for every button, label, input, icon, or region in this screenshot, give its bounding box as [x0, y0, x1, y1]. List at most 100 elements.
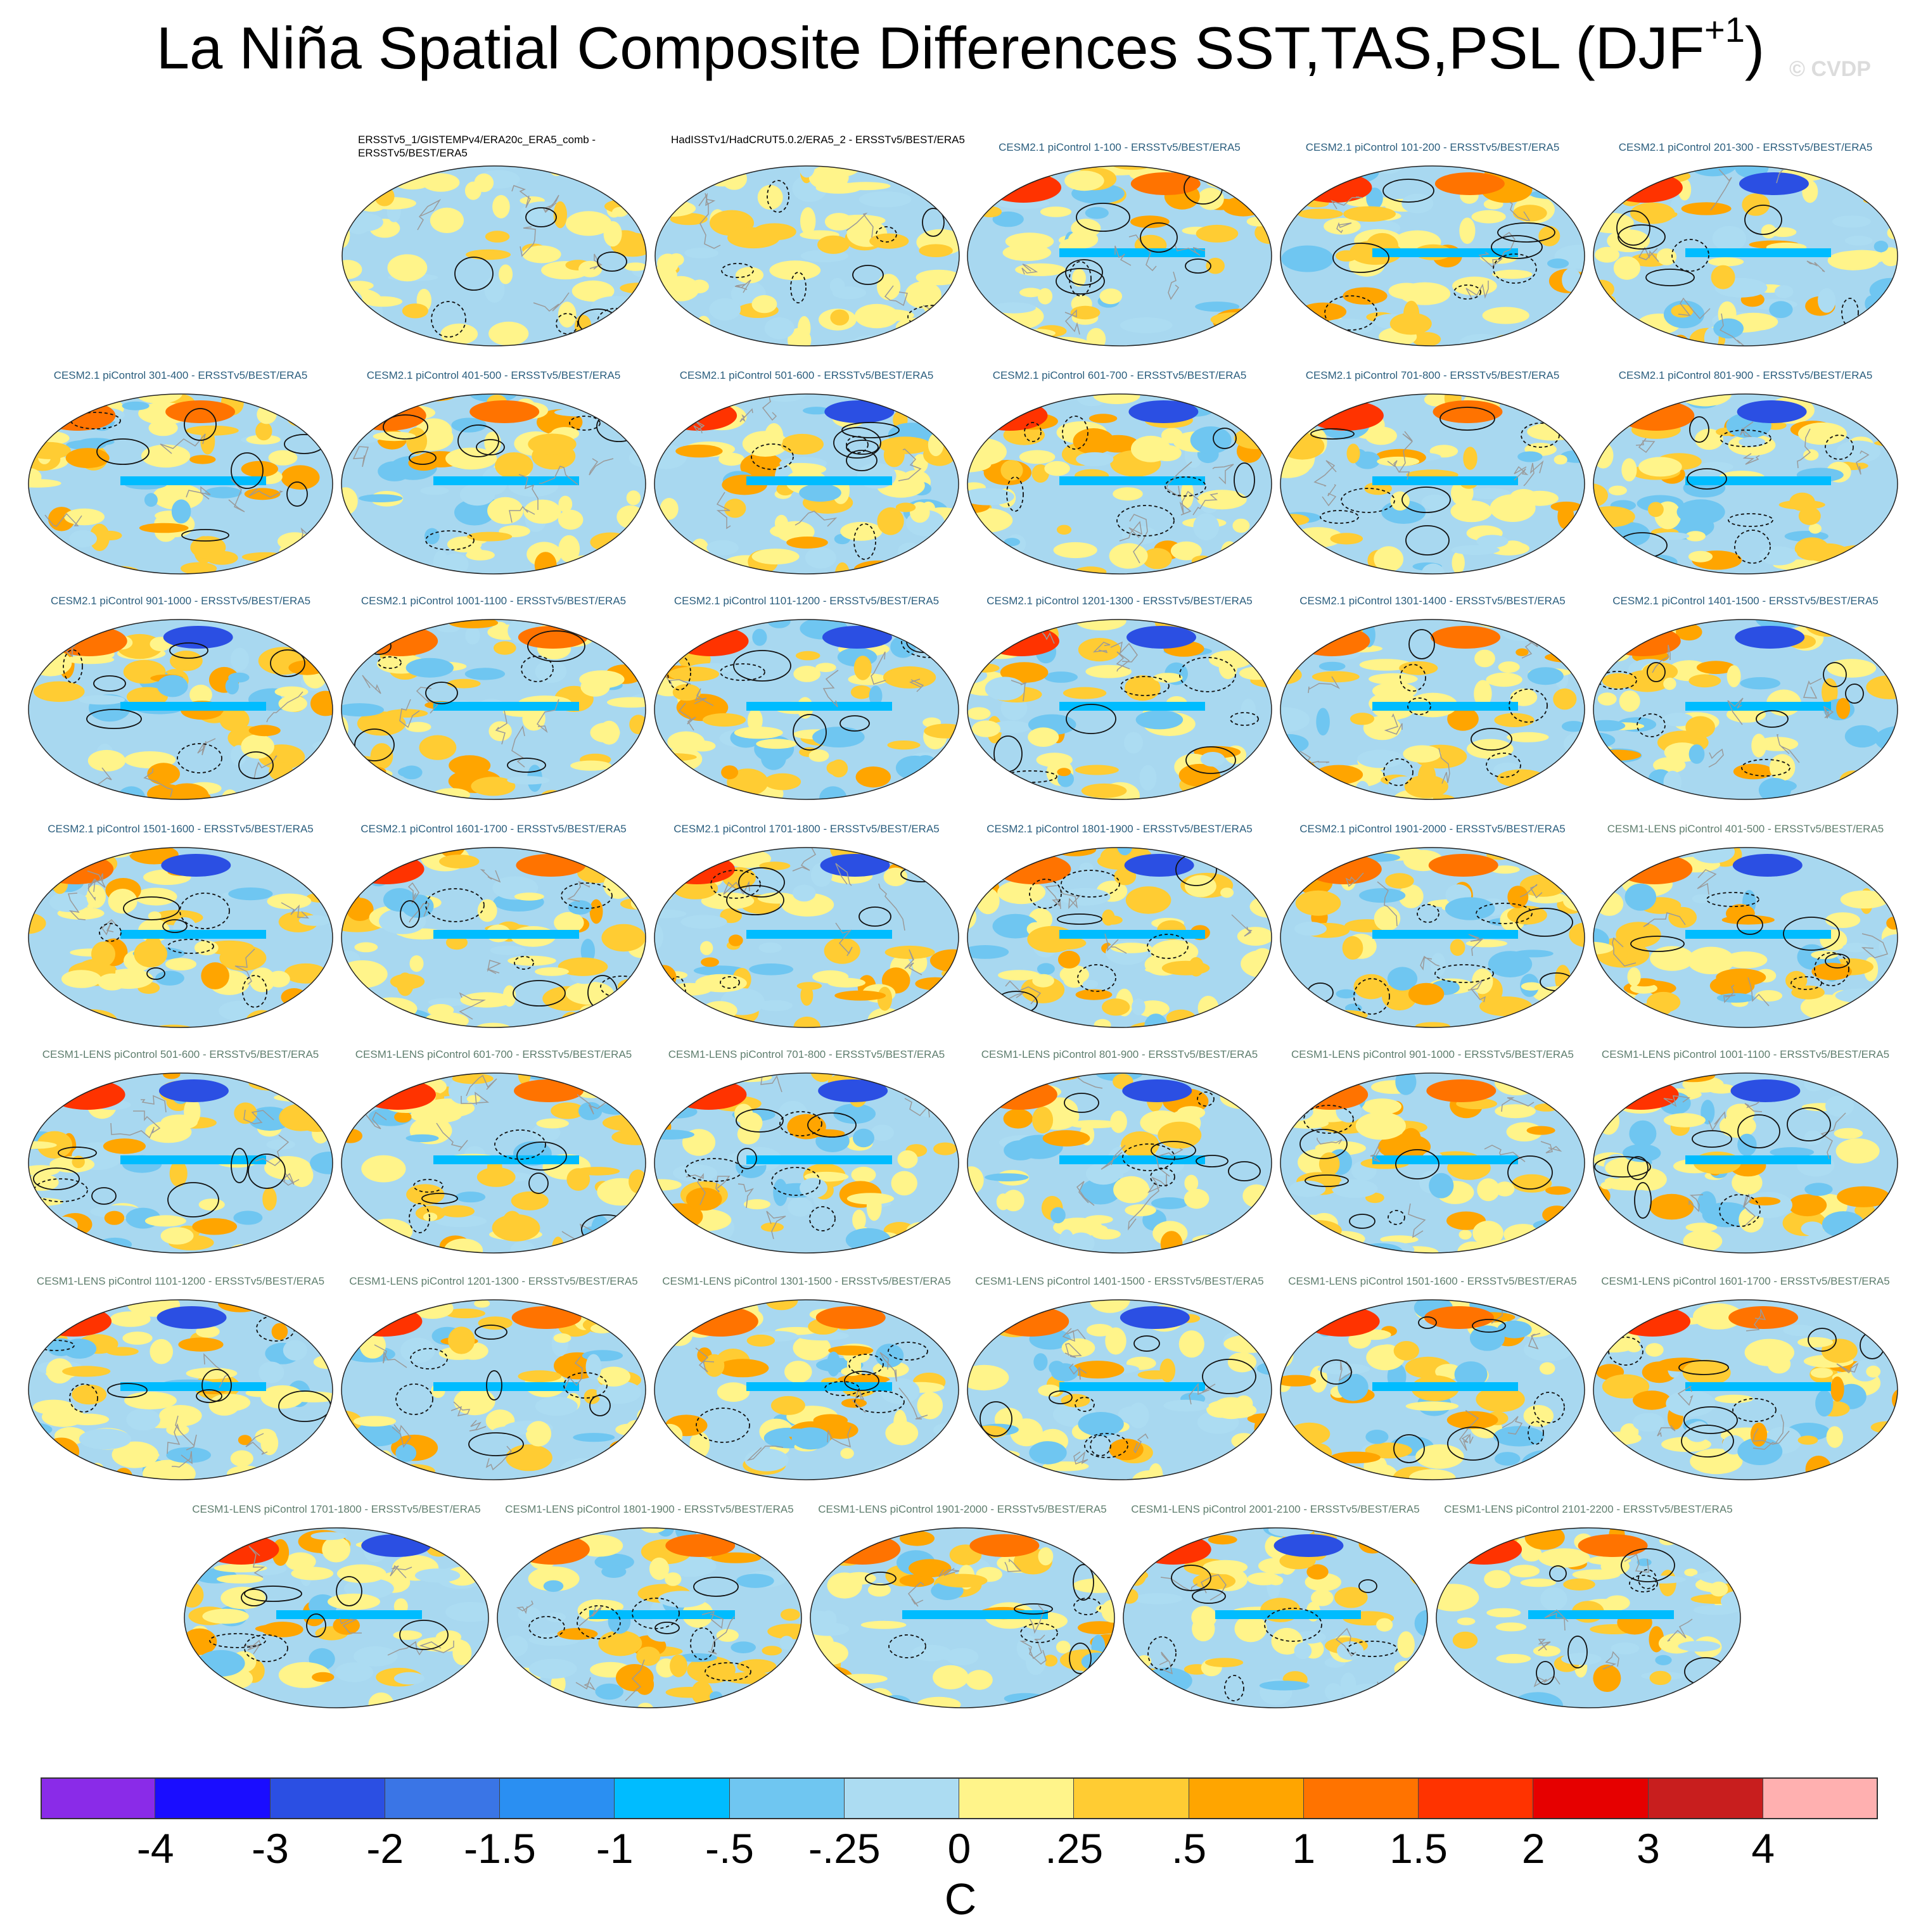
anomaly-patch — [1486, 672, 1522, 687]
coastline — [387, 1641, 424, 1656]
psl-contour — [410, 1348, 448, 1370]
map-panel: CESM2.1 piControl 101-200 - ERSSTv5/BEST… — [1277, 141, 1588, 350]
anomaly-patch — [706, 540, 739, 556]
equatorial-cooling — [1059, 702, 1205, 711]
anomaly-patch — [269, 762, 293, 781]
psl-contour — [1151, 1141, 1196, 1160]
anomaly-patch — [1452, 276, 1497, 296]
anomaly-patch — [1398, 884, 1424, 908]
anomaly-patch — [1608, 485, 1627, 495]
anomaly-patch — [569, 1023, 607, 1027]
robinson-map — [967, 619, 1272, 800]
eurasia-anomaly — [518, 626, 588, 649]
psl-contour — [286, 481, 308, 507]
panel-label: CESM2.1 piControl 1901-2000 - ERSSTv5/BE… — [1299, 823, 1566, 835]
psl-contour — [167, 1182, 219, 1217]
anomaly-patch — [852, 1209, 866, 1231]
anomaly-patch — [1844, 1012, 1863, 1025]
coastline — [715, 1176, 731, 1193]
anomaly-patch — [740, 452, 784, 481]
anomaly-patch — [657, 1245, 675, 1253]
coastline — [1029, 1605, 1045, 1634]
anomaly-patch — [1463, 447, 1477, 470]
anomaly-patch — [1554, 455, 1567, 465]
anomaly-patch — [1296, 1300, 1324, 1323]
anomaly-patch — [534, 552, 557, 574]
coastline — [416, 687, 439, 714]
anomaly-patch — [200, 428, 215, 455]
psl-contour — [123, 896, 180, 920]
anomaly-patch — [1827, 659, 1877, 678]
anomaly-patch — [493, 641, 516, 655]
colorbar-tick-label: -4 — [136, 1825, 174, 1872]
anomaly-patch — [749, 963, 794, 976]
anomaly-patch — [900, 1530, 935, 1546]
anomaly-patch — [950, 530, 959, 549]
map-panel: CESM1-LENS piControl 901-1000 - ERSSTv5/… — [1277, 1048, 1588, 1257]
anomaly-patch — [1666, 1390, 1716, 1417]
anomaly-patch — [1406, 1670, 1427, 1679]
anomaly-patch — [1188, 957, 1204, 977]
panel-label: CESM2.1 piControl 801-900 - ERSSTv5/BEST… — [1618, 369, 1873, 381]
eurasia-anomaly — [969, 1534, 1040, 1557]
map-panel: CESM2.1 piControl 901-1000 - ERSSTv5/BES… — [25, 594, 336, 803]
anomaly-patch — [1797, 944, 1827, 970]
anomaly-patch — [1842, 943, 1869, 953]
anomaly-patch — [1818, 288, 1836, 313]
anomaly-patch — [636, 1646, 661, 1666]
robinson-map — [654, 393, 959, 575]
anomaly-patch — [912, 639, 940, 647]
psl-contour — [1744, 205, 1782, 235]
anomaly-patch — [1237, 927, 1272, 946]
robinson-map — [341, 1072, 646, 1254]
psl-contour — [1147, 1636, 1177, 1670]
anomaly-patch — [135, 394, 183, 404]
coastline — [1688, 1194, 1704, 1212]
anomaly-patch — [1047, 1702, 1097, 1708]
map-border — [1593, 165, 1898, 346]
anomaly-patch — [1004, 538, 1020, 547]
north-america-anomaly — [360, 1079, 437, 1110]
anomaly-patch — [850, 685, 872, 699]
coastline — [101, 918, 117, 936]
coastline — [1643, 912, 1686, 927]
anomaly-patch — [917, 1696, 961, 1708]
colorbar — [41, 1777, 1878, 1819]
psl-contour — [1783, 917, 1840, 951]
anomaly-patch — [1258, 1458, 1272, 1477]
anomaly-patch — [1317, 1363, 1370, 1375]
anomaly-patch — [1180, 796, 1204, 799]
anomaly-patch — [1575, 1014, 1585, 1027]
anomaly-patch — [354, 1646, 398, 1667]
anomaly-patch — [1561, 547, 1583, 564]
colorbar-box — [1303, 1777, 1419, 1819]
anomaly-patch — [1394, 1661, 1415, 1677]
psl-contour — [1400, 664, 1426, 692]
anomaly-patch — [629, 1322, 646, 1341]
psl-contour — [179, 893, 230, 929]
equatorial-cooling — [433, 476, 579, 485]
anomaly-patch — [543, 1580, 564, 1592]
anomaly-patch — [554, 408, 608, 417]
anomaly-patch — [426, 1541, 452, 1557]
anomaly-patch — [1393, 1341, 1419, 1361]
anomaly-patch — [916, 269, 959, 286]
anomaly-patch — [824, 937, 860, 964]
anomaly-patch — [1186, 1471, 1240, 1480]
anomaly-patch — [70, 394, 120, 401]
anomaly-patch — [1458, 1230, 1472, 1240]
psl-contour — [1382, 179, 1434, 203]
psl-contour — [1310, 428, 1355, 440]
coastline — [1612, 937, 1637, 967]
coastline — [698, 193, 716, 207]
anomaly-patch — [1239, 666, 1272, 680]
robinson-map — [184, 1527, 489, 1708]
robinson-map — [1280, 165, 1585, 346]
anomaly-patch — [1185, 875, 1216, 898]
robinson-map — [1593, 1072, 1898, 1254]
anomaly-patch — [445, 1602, 488, 1622]
anomaly-patch — [535, 1396, 578, 1416]
anomaly-patch — [255, 1624, 302, 1634]
map-border — [654, 619, 959, 800]
anomaly-patch — [1733, 763, 1773, 780]
